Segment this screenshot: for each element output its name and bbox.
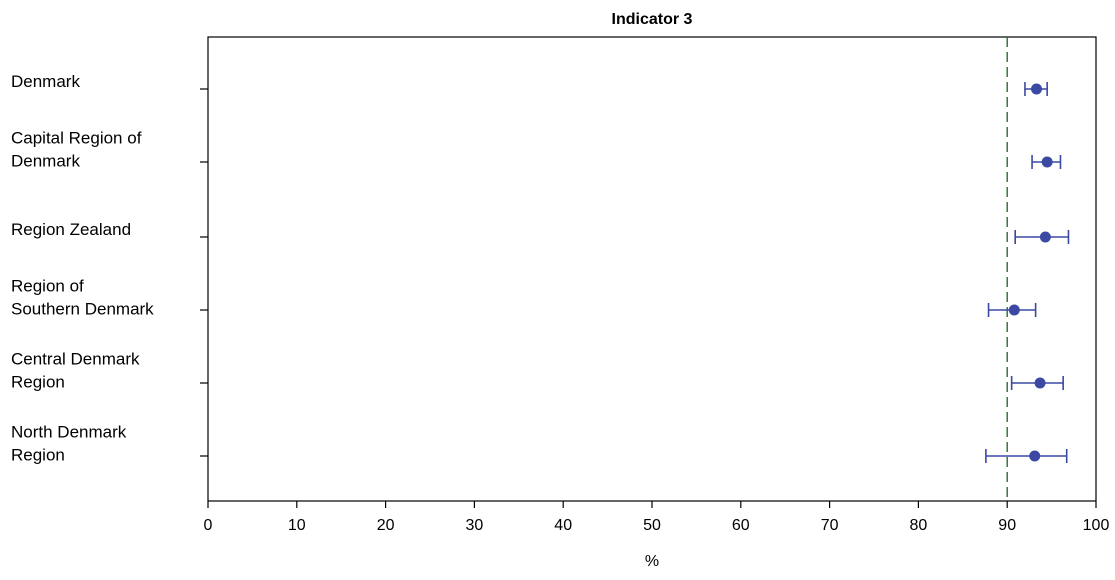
- x-tick-label: 70: [821, 517, 839, 534]
- point-estimate: [1008, 304, 1020, 316]
- category-label: Denmark: [11, 72, 80, 91]
- data-marks: [985, 82, 1070, 463]
- category-label: Southern Denmark: [11, 300, 154, 319]
- point-estimate: [1039, 231, 1051, 243]
- point-estimate: [1034, 377, 1046, 389]
- x-axis: 0 10 20 30 40 50 60 70 80 90 100: [204, 501, 1110, 534]
- x-tick-label: 60: [732, 517, 750, 534]
- point-estimate: [1041, 156, 1053, 168]
- x-tick-label: 10: [288, 517, 306, 534]
- y-axis: Denmark Capital Region of Denmark Region Ze…: [11, 72, 208, 465]
- category-label: Denmark: [11, 152, 80, 171]
- chart-title: Indicator 3: [612, 11, 693, 28]
- point-estimate: [1031, 83, 1043, 95]
- category-label: Central Denmark: [11, 350, 140, 369]
- category-label: Region of: [11, 277, 84, 296]
- x-axis-title: %: [645, 553, 659, 570]
- category-label: North Denmark: [11, 423, 127, 442]
- x-tick-label: 20: [377, 517, 395, 534]
- x-tick-label: 0: [204, 517, 213, 534]
- x-tick-label: 80: [910, 517, 928, 534]
- x-tick-label: 40: [554, 517, 572, 534]
- x-tick-label: 30: [466, 517, 484, 534]
- category-label: Region: [11, 373, 65, 392]
- x-tick-label: 90: [998, 517, 1016, 534]
- x-tick-label: 50: [643, 517, 661, 534]
- x-tick-label: 100: [1083, 517, 1110, 534]
- category-label: Capital Region of: [11, 129, 142, 148]
- plot-frame: [207, 36, 1097, 502]
- point-estimate: [1029, 450, 1041, 462]
- category-label: Region Zealand: [11, 220, 131, 239]
- category-label: Region: [11, 446, 65, 465]
